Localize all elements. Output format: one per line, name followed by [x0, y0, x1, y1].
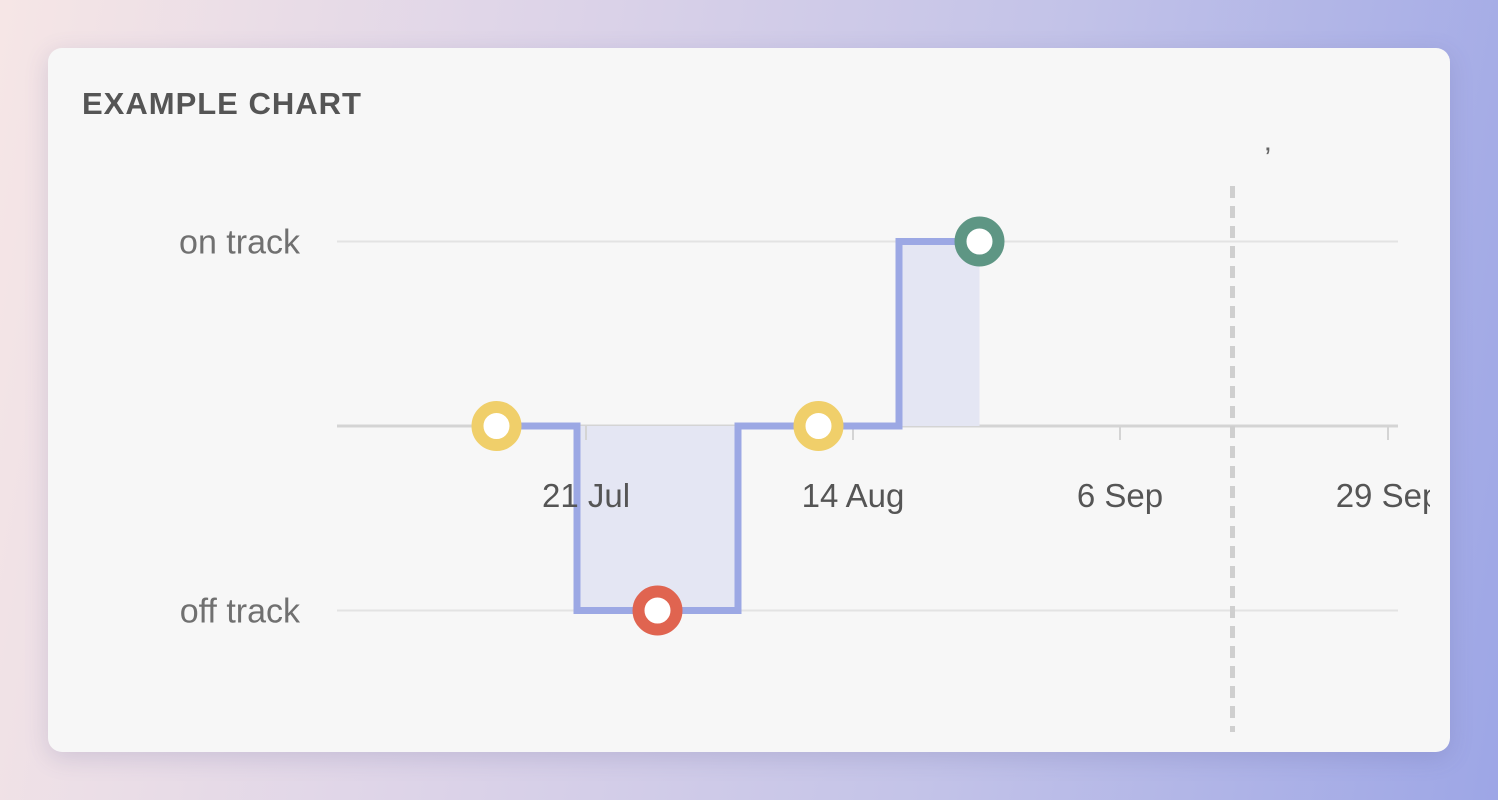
status-point [471, 401, 522, 451]
y-tick-label: on track [179, 224, 301, 262]
status-area-fill [899, 241, 980, 426]
y-tick-label: off track [180, 593, 301, 631]
x-tick-label: 6 Sep [1077, 477, 1163, 514]
status-area-fill [577, 426, 738, 611]
x-tick-label: 21 Jul [542, 477, 630, 514]
chart-title: EXAMPLE CHART [82, 86, 362, 121]
status-step-line [496, 238, 980, 614]
status-point [954, 216, 1005, 267]
status-point [632, 585, 683, 636]
marker-annotation: ’ [1265, 142, 1272, 175]
x-tick-label: 14 Aug [802, 477, 905, 514]
status-point [793, 401, 844, 451]
x-tick-label: 29 Sep [1336, 477, 1441, 514]
chart-card: EXAMPLE CHART [48, 48, 1450, 752]
